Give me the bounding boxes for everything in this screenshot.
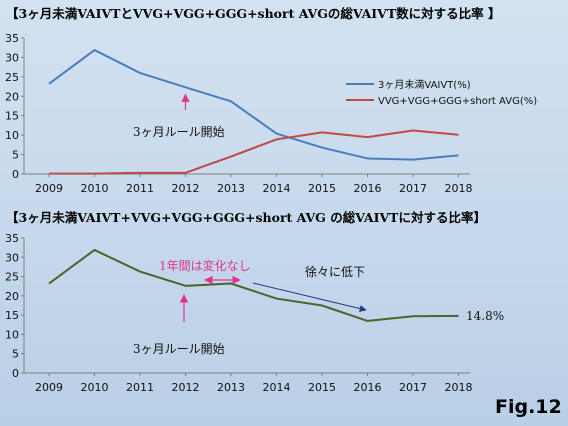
- chart-bottom: 【3ヶ月未満VAIVT+VVG+VGG+GGG+short AVG の総VAIV…: [5, 210, 504, 394]
- series-line-2-1: [48, 248, 459, 322]
- x-tick-label: 2015: [308, 182, 336, 195]
- y-tick-label: 15: [5, 309, 19, 322]
- x-tick-label: 2016: [354, 182, 382, 195]
- y-tick-label: 15: [5, 110, 19, 123]
- chart-bottom-no-change-label: 1年間は変化なし: [159, 258, 251, 273]
- x-tick-label: 2014: [263, 381, 291, 394]
- y-tick-label: 35: [5, 32, 19, 45]
- figure-label: Fig.12: [495, 396, 562, 418]
- x-tick-label: 2011: [126, 182, 154, 195]
- y-tick-label: 30: [5, 51, 19, 64]
- chart-bottom-title: 【3ヶ月未満VAIVT+VVG+VGG+GGG+short AVG の総VAIV…: [6, 210, 486, 225]
- x-tick-label: 2010: [81, 381, 109, 394]
- legend-label-blue: 3ヶ月未満VAIVT(%): [378, 79, 471, 91]
- chart-top: 【3ヶ月未満VAIVTとVVG+VGG+GGG+short AVGの総VAIVT…: [5, 6, 537, 195]
- x-tick-label: 2013: [217, 381, 245, 394]
- x-tick-label: 2017: [399, 381, 427, 394]
- chart-bottom-rule-start-label: 3ヶ月ルール開始: [133, 342, 225, 356]
- y-tick-label: 0: [12, 168, 19, 181]
- chart-bottom-decline-label: 徐々に低下: [305, 264, 365, 279]
- y-tick-label: 30: [5, 251, 19, 264]
- y-tick-label: 0: [12, 367, 19, 380]
- chart-bottom-decline-arrow: [252, 282, 367, 312]
- y-tick-label: 5: [12, 149, 19, 162]
- y-tick-label: 20: [5, 290, 19, 303]
- y-tick-label: 25: [5, 271, 19, 284]
- y-tick-label: 10: [5, 328, 19, 341]
- x-tick-label: 2017: [399, 182, 427, 195]
- x-tick-label: 2009: [35, 381, 63, 394]
- chart-bottom-final-value-label: 14.8%: [466, 309, 504, 323]
- x-tick-label: 2013: [217, 182, 245, 195]
- y-tick-label: 10: [5, 129, 19, 142]
- y-tick-label: 25: [5, 71, 19, 84]
- x-tick-label: 2018: [445, 182, 473, 195]
- series-line-1-1: [48, 49, 459, 161]
- y-tick-label: 20: [5, 90, 19, 103]
- x-tick-label: 2012: [172, 381, 200, 394]
- x-tick-label: 2018: [445, 381, 473, 394]
- chart-top-legend: 3ヶ月未満VAIVT(%) VVG+VGG+GGG+short AVG(%): [346, 79, 537, 107]
- y-tick-label: 35: [5, 232, 19, 245]
- x-tick-label: 2010: [81, 182, 109, 195]
- series-line-1-2: [49, 129, 459, 175]
- x-tick-label: 2009: [35, 182, 63, 195]
- x-tick-label: 2016: [354, 381, 382, 394]
- legend-label-red: VVG+VGG+GGG+short AVG(%): [378, 96, 537, 107]
- x-tick-label: 2014: [263, 182, 291, 195]
- x-tick-label: 2012: [172, 182, 200, 195]
- chart-top-rule-start-label: 3ヶ月ルール開始: [133, 125, 225, 139]
- x-tick-label: 2015: [308, 381, 336, 394]
- x-tick-label: 2011: [126, 381, 154, 394]
- chart-top-title: 【3ヶ月未満VAIVTとVVG+VGG+GGG+short AVGの総VAIVT…: [6, 6, 501, 21]
- y-tick-label: 5: [12, 348, 19, 361]
